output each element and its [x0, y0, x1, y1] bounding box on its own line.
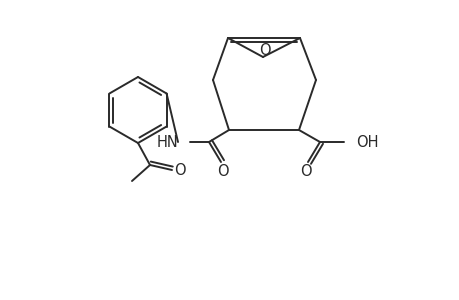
Text: O: O — [217, 164, 228, 178]
Text: OH: OH — [355, 134, 378, 149]
Text: O: O — [258, 43, 270, 58]
Text: O: O — [300, 164, 311, 178]
Text: O: O — [174, 163, 185, 178]
Text: HN: HN — [156, 134, 178, 149]
